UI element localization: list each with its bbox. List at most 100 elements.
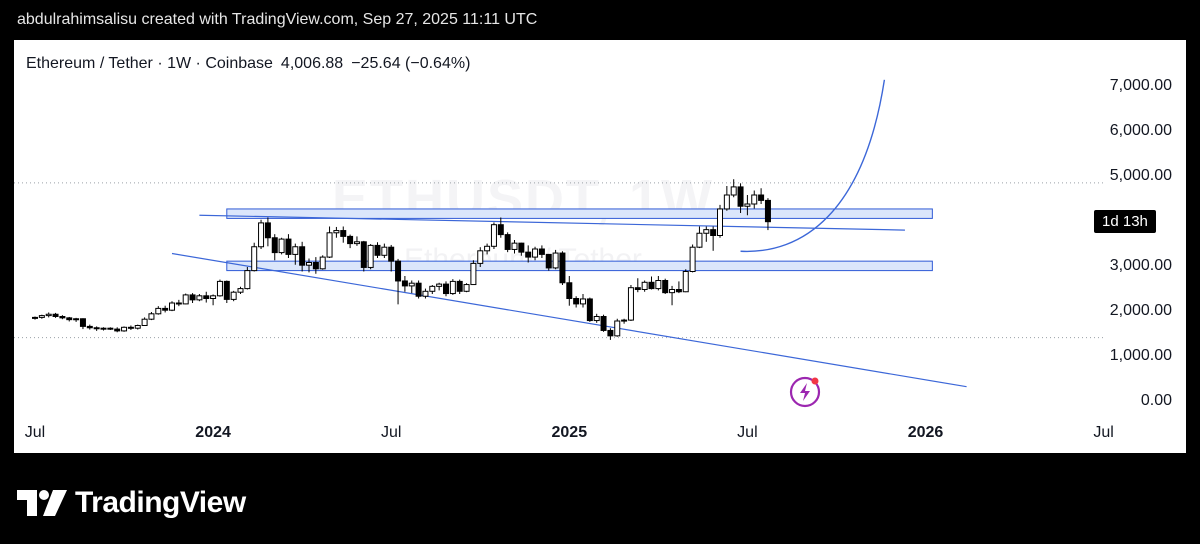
candle-body: [32, 316, 38, 319]
candle-body: [532, 248, 539, 258]
legend-price: 4,006.88: [280, 55, 344, 72]
candle-body: [216, 280, 223, 297]
time-axis-label: Jul: [1093, 424, 1114, 441]
candle-body: [45, 313, 52, 317]
candle-body: [408, 282, 415, 287]
candle-body: [244, 270, 251, 290]
candle-body: [566, 282, 573, 299]
candle-body: [182, 294, 189, 305]
candle-body: [456, 280, 463, 292]
time-axis-label: 2024: [195, 424, 231, 441]
candle-body: [237, 288, 244, 293]
candle-body: [607, 329, 614, 337]
candle-body: [264, 222, 271, 239]
zone-rectangle: [226, 208, 933, 219]
candle-body: [415, 282, 422, 297]
candle-body: [271, 237, 278, 254]
price-axis-label: 7,000.00: [1109, 77, 1172, 94]
candle-body: [525, 251, 532, 258]
symbol-legend: Ethereum / Tether · 1W · Coinbase 4,006.8…: [26, 55, 470, 73]
candle-body: [586, 298, 593, 322]
zone-rectangle: [226, 260, 933, 272]
candle-body: [675, 289, 682, 293]
attribution-text: abdulrahimsalisu created with TradingVie…: [17, 11, 538, 28]
candle-body: [299, 246, 306, 266]
price-axis-label: 0.00: [1140, 392, 1172, 409]
candle-body: [744, 203, 751, 207]
candle-body: [189, 294, 196, 301]
candle-body: [353, 241, 360, 245]
candle-body: [395, 260, 402, 282]
candle-body: [641, 281, 648, 291]
candle-body: [114, 328, 121, 332]
candle-body: [59, 316, 66, 319]
lightning-indicator-icon: [789, 376, 821, 408]
candle-body: [169, 302, 175, 311]
candle-body: [518, 242, 525, 253]
candle-body: [326, 232, 333, 258]
time-axis-label: Jul: [737, 424, 758, 441]
candle-body: [319, 256, 326, 270]
candle-body: [689, 246, 696, 272]
notification-dot: [811, 377, 819, 385]
candle-body: [223, 280, 230, 300]
candle-body: [484, 245, 491, 252]
candle-body: [593, 316, 600, 322]
candle-body: [374, 244, 381, 256]
candle-body: [127, 326, 134, 329]
candle-body: [449, 280, 456, 295]
candle-body: [333, 230, 340, 234]
candle-body: [600, 316, 607, 331]
candle-body: [621, 319, 628, 322]
candle-body: [580, 298, 586, 305]
candle-body: [401, 280, 408, 287]
price-chart[interactable]: [14, 40, 1186, 453]
price-axis-label: 6,000.00: [1109, 122, 1172, 139]
candle-body: [497, 224, 504, 236]
candle-body: [251, 246, 258, 272]
candle-body: [66, 317, 73, 321]
price-axis-label: 2,000.00: [1109, 302, 1172, 319]
candle-body: [367, 244, 374, 268]
candle-body: [360, 241, 367, 268]
candle-body: [758, 194, 765, 201]
legend-pair: Ethereum / Tether · 1W · Coinbase: [26, 55, 273, 72]
candle-body: [79, 318, 86, 327]
candle-body: [93, 327, 100, 330]
candle-body: [422, 290, 429, 297]
candle-body: [717, 208, 723, 236]
candle-body: [73, 318, 80, 321]
candle-body: [710, 229, 717, 236]
candle-body: [545, 253, 552, 269]
candle-body: [696, 232, 703, 248]
candle-body: [655, 280, 662, 290]
candle-body: [230, 291, 237, 300]
candle-body: [504, 234, 511, 250]
candle-body: [511, 242, 518, 250]
candle-body: [100, 327, 107, 330]
trend-line: [171, 252, 967, 388]
price-axis-label: 3,000.00: [1109, 257, 1172, 274]
candle-body: [347, 235, 354, 245]
candle-body: [436, 283, 443, 287]
candle-body: [429, 285, 436, 292]
candle-body: [730, 186, 737, 196]
candle-body: [312, 262, 319, 270]
candle-body: [210, 295, 217, 300]
candle-body: [463, 284, 470, 292]
candle-body: [477, 250, 484, 264]
candle-body: [443, 283, 449, 295]
candle-body: [723, 194, 730, 210]
candle-body: [292, 246, 299, 255]
candle-body: [737, 186, 744, 207]
lightning-bolt-icon: [800, 383, 810, 401]
chart-panel[interactable]: ETHUSDT, 1W Ethereum / Tether Ethereum /…: [14, 40, 1186, 453]
candle-body: [52, 313, 59, 317]
candle-body: [278, 238, 285, 254]
time-axis-label: Jul: [380, 424, 402, 441]
candle-body: [703, 229, 710, 234]
tradingview-logo-icon: [17, 490, 67, 516]
candle-body: [38, 315, 45, 318]
candle-body: [203, 295, 210, 300]
candle-body: [764, 199, 771, 223]
